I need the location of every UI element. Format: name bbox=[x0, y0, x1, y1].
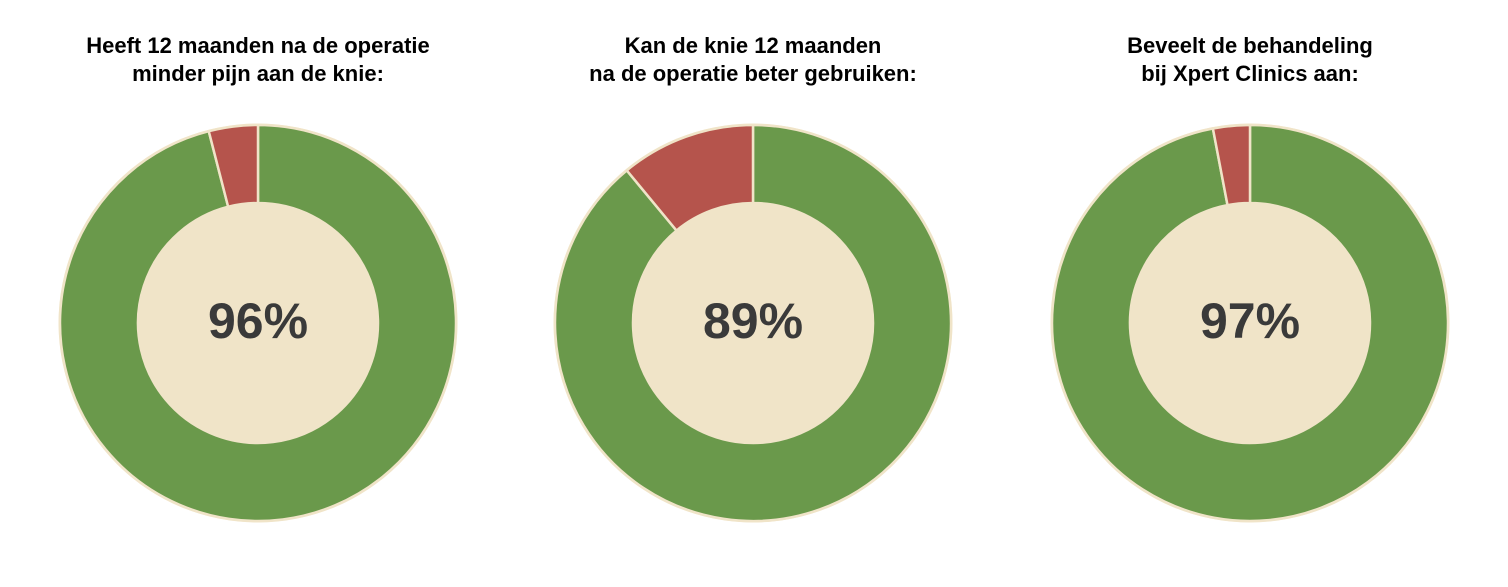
donut-slice bbox=[553, 123, 953, 523]
donut-slice bbox=[625, 123, 755, 233]
chart-title: Beveelt de behandeling bbox=[1127, 33, 1373, 58]
chart-title: bij Xpert Clinics aan: bbox=[1141, 61, 1359, 86]
center-label: 89% bbox=[703, 293, 803, 349]
donut-slice bbox=[1211, 123, 1252, 207]
center-label: 97% bbox=[1200, 293, 1300, 349]
chart-title: Heeft 12 maanden na de operatie bbox=[86, 33, 430, 58]
donut-slice bbox=[58, 123, 458, 523]
center-label: 96% bbox=[208, 293, 308, 349]
donut-slice bbox=[207, 123, 260, 209]
donut-slice bbox=[1050, 123, 1450, 523]
chart-title: Kan de knie 12 maanden bbox=[625, 33, 882, 58]
chart-title: minder pijn aan de knie: bbox=[132, 61, 384, 86]
chart-title: na de operatie beter gebruiken: bbox=[589, 61, 917, 86]
